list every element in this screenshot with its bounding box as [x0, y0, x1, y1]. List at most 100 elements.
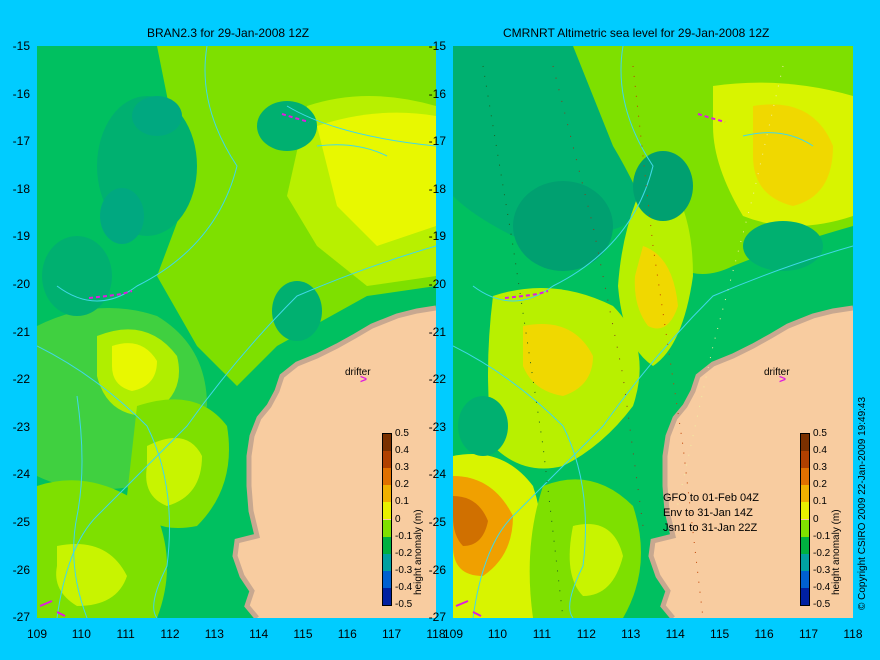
bathymetry-contour: [37, 345, 170, 618]
colorbar-segment: [801, 536, 809, 554]
satellite-note-line: Jsn1 to 31-Jan 22Z: [663, 522, 758, 534]
copyright-note: © Copyright CSIRO 2009 22-Jan-2009 19:49…: [857, 396, 868, 610]
satellite-notes: GFO to 01-Feb 04Z Env to 31-Jan 14Z Jsn1…: [663, 491, 759, 536]
x-tick-label: 116: [337, 627, 357, 641]
anomaly-region: [112, 343, 157, 391]
colorbar-segment: [383, 570, 391, 588]
satellite-note-line: GFO to 01-Feb 04Z: [663, 492, 759, 504]
y-tick-label: -25: [12, 515, 30, 529]
colorbar-segment: [801, 570, 809, 588]
y-tick-label: -21: [428, 324, 446, 339]
colorbar-segment: [383, 468, 391, 486]
satellite-track: [672, 65, 784, 527]
colorbar-segment: [383, 519, 391, 537]
bathymetry-contour: [453, 345, 586, 618]
colorbar-tick-label: -0.4: [395, 581, 413, 593]
colorbar-segment: [801, 587, 809, 605]
colorbar-tick-label: 0.4: [813, 445, 827, 457]
x-tick-label: 113: [204, 627, 224, 641]
colorbar-tick-label: -0.5: [395, 599, 413, 610]
y-tick-label: -25: [428, 515, 446, 529]
drifter-label: drifter: [764, 367, 790, 378]
colorbar-segment: [383, 451, 391, 469]
y-tick-label: -26: [428, 562, 446, 577]
y-tick-label: -26: [12, 562, 30, 577]
y-tick-label: -23: [12, 419, 30, 434]
drifter-track: [455, 600, 482, 617]
colorbar-tick-label: 0.1: [813, 496, 827, 508]
x-tick-label: 118: [426, 627, 446, 641]
coastline: [232, 305, 436, 618]
x-tick-label: 115: [710, 627, 730, 641]
colorbar-tick-label: 0.5: [813, 428, 827, 439]
drifter-arrow-icon: >: [779, 372, 787, 386]
y-tick-label: -17: [428, 134, 446, 149]
colorbar-segment: [383, 553, 391, 571]
x-tick-label: 112: [576, 627, 596, 641]
x-tick-label: 111: [116, 627, 135, 641]
colorbar-segment: [801, 485, 809, 503]
y-tick-label: -22: [428, 372, 446, 387]
y-tick-label: -15: [12, 39, 30, 53]
bathymetry-contour: [56, 46, 238, 302]
y-tick-label: -15: [428, 39, 446, 53]
y-tick-label: -27: [428, 610, 446, 625]
bathymetry-contour: [73, 395, 88, 618]
anomaly-region: [633, 151, 693, 221]
anomaly-region: [753, 104, 833, 206]
y-tick-label: -22: [12, 372, 30, 387]
colorbar-segment: [801, 468, 809, 486]
bathymetry-contour: [316, 144, 388, 157]
bathymetry-contour: [472, 46, 654, 302]
x-tick-label: 111: [532, 627, 551, 641]
satellite-note-line: Env to 31-Jan 14Z: [663, 507, 753, 519]
y-tick-label: -23: [428, 419, 446, 434]
left-map-panel: [37, 46, 436, 618]
anomaly-region: [272, 281, 322, 341]
drifter-label: drifter: [345, 367, 371, 378]
colorbar-segment: [383, 587, 391, 605]
colorbar-segment: [801, 434, 809, 452]
colorbar-segment: [801, 519, 809, 537]
y-tick-label: -18: [428, 181, 446, 196]
y-tick-label: -16: [12, 86, 30, 101]
anomaly-region: [257, 101, 317, 151]
colorbar-tick-label: -0.2: [813, 547, 831, 559]
drifter-track: [39, 600, 66, 617]
colorbar-segment: [801, 502, 809, 520]
x-tick-label: 110: [487, 627, 507, 641]
anomaly-region: [513, 181, 613, 271]
colorbar-axis-label: height anomaly (m): [413, 509, 424, 595]
colorbar-tick-label: 0: [395, 513, 401, 525]
y-tick-label: -16: [428, 86, 446, 101]
y-tick-label: -24: [428, 467, 446, 482]
left-panel-title: BRAN2.3 for 29-Jan-2008 12Z: [147, 26, 310, 40]
colorbar-tick-label: -0.2: [395, 547, 413, 559]
bathymetry-contour: [472, 245, 853, 618]
anomaly-region: [317, 112, 436, 247]
colorbar-segment: [801, 553, 809, 571]
anomaly-region: [42, 236, 112, 316]
x-tick-label: 117: [798, 627, 819, 641]
x-tick-label: 116: [754, 627, 774, 641]
drifter-track: [504, 290, 549, 299]
anomaly-region: [100, 188, 144, 244]
x-tick-label: 118: [843, 627, 863, 641]
y-tick-label: -27: [12, 610, 30, 625]
anomaly-region: [132, 96, 182, 136]
colorbar-tick-label: 0.2: [813, 479, 827, 491]
right-map-panel: [453, 46, 853, 618]
drifter-arrow-icon: >: [360, 372, 368, 386]
x-tick-label: 115: [293, 627, 313, 641]
anomaly-region: [458, 396, 508, 456]
satellite-track: [632, 65, 704, 618]
colorbar-tick-label: 0: [813, 513, 819, 525]
drifter-track: [88, 290, 133, 299]
colorbar-axis-label: height anomaly (m): [831, 509, 842, 595]
colorbar-tick-label: 0.5: [395, 428, 409, 439]
anomaly-region: [634, 246, 678, 329]
colorbar-tick-label: 0.1: [395, 496, 409, 508]
drifter-track: [281, 113, 310, 123]
coastline: [648, 305, 853, 618]
colorbar-segment: [383, 502, 391, 520]
